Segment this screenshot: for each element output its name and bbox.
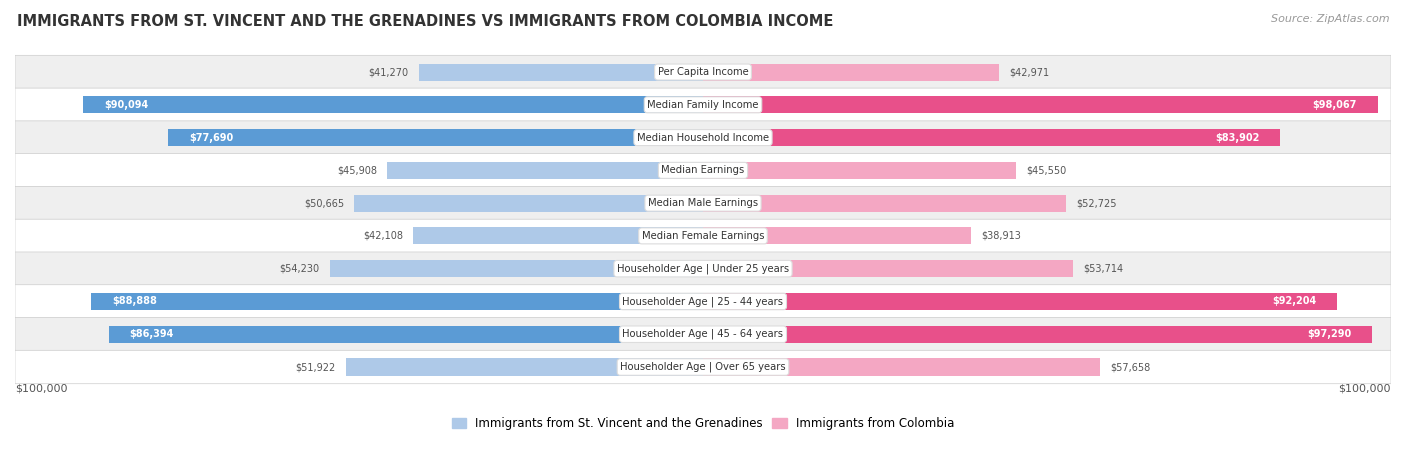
- Text: $42,108: $42,108: [363, 231, 404, 241]
- Text: Median Household Income: Median Household Income: [637, 133, 769, 142]
- Bar: [703, 162, 1017, 179]
- Bar: [703, 64, 998, 80]
- Text: $50,665: $50,665: [304, 198, 344, 208]
- Text: Householder Age | 45 - 64 years: Householder Age | 45 - 64 years: [623, 329, 783, 340]
- Text: $57,658: $57,658: [1109, 362, 1150, 372]
- Bar: [330, 260, 703, 277]
- Text: IMMIGRANTS FROM ST. VINCENT AND THE GRENADINES VS IMMIGRANTS FROM COLOMBIA INCOM: IMMIGRANTS FROM ST. VINCENT AND THE GREN…: [17, 14, 834, 29]
- Bar: [419, 64, 703, 80]
- Bar: [703, 325, 1372, 343]
- Bar: [108, 325, 703, 343]
- FancyBboxPatch shape: [15, 88, 1391, 121]
- Bar: [83, 96, 703, 113]
- Bar: [703, 195, 1066, 212]
- Text: Median Earnings: Median Earnings: [661, 165, 745, 175]
- Bar: [703, 129, 1281, 146]
- Text: Source: ZipAtlas.com: Source: ZipAtlas.com: [1271, 14, 1389, 24]
- Legend: Immigrants from St. Vincent and the Grenadines, Immigrants from Colombia: Immigrants from St. Vincent and the Gren…: [447, 412, 959, 435]
- Text: $42,971: $42,971: [1010, 67, 1049, 77]
- Text: $88,888: $88,888: [112, 297, 157, 306]
- Text: $98,067: $98,067: [1313, 100, 1357, 110]
- Text: Per Capita Income: Per Capita Income: [658, 67, 748, 77]
- Bar: [354, 195, 703, 212]
- Text: $100,000: $100,000: [15, 383, 67, 393]
- Bar: [703, 260, 1073, 277]
- Text: $45,550: $45,550: [1026, 165, 1067, 175]
- Text: Householder Age | 25 - 44 years: Householder Age | 25 - 44 years: [623, 296, 783, 307]
- Text: $90,094: $90,094: [104, 100, 148, 110]
- FancyBboxPatch shape: [15, 121, 1391, 154]
- Bar: [703, 293, 1337, 310]
- Bar: [703, 227, 970, 244]
- Text: $77,690: $77,690: [190, 133, 233, 142]
- Bar: [413, 227, 703, 244]
- Text: Median Female Earnings: Median Female Earnings: [641, 231, 765, 241]
- Text: $83,902: $83,902: [1215, 133, 1260, 142]
- Text: $86,394: $86,394: [129, 329, 173, 339]
- Text: $97,290: $97,290: [1308, 329, 1351, 339]
- Text: Median Family Income: Median Family Income: [647, 100, 759, 110]
- Bar: [91, 293, 703, 310]
- Bar: [169, 129, 703, 146]
- FancyBboxPatch shape: [15, 350, 1391, 384]
- Text: $52,725: $52,725: [1076, 198, 1116, 208]
- Text: $51,922: $51,922: [295, 362, 336, 372]
- Text: $54,230: $54,230: [280, 264, 319, 274]
- Text: Householder Age | Over 65 years: Householder Age | Over 65 years: [620, 362, 786, 372]
- FancyBboxPatch shape: [15, 55, 1391, 89]
- FancyBboxPatch shape: [15, 219, 1391, 253]
- Bar: [703, 359, 1099, 375]
- FancyBboxPatch shape: [15, 252, 1391, 285]
- Bar: [703, 96, 1378, 113]
- Text: $38,913: $38,913: [981, 231, 1021, 241]
- FancyBboxPatch shape: [15, 318, 1391, 351]
- Text: Householder Age | Under 25 years: Householder Age | Under 25 years: [617, 263, 789, 274]
- Text: $45,908: $45,908: [337, 165, 377, 175]
- FancyBboxPatch shape: [15, 154, 1391, 187]
- FancyBboxPatch shape: [15, 285, 1391, 318]
- Text: $41,270: $41,270: [368, 67, 409, 77]
- Bar: [346, 359, 703, 375]
- Text: $100,000: $100,000: [1339, 383, 1391, 393]
- FancyBboxPatch shape: [15, 186, 1391, 220]
- Text: $53,714: $53,714: [1083, 264, 1123, 274]
- Bar: [387, 162, 703, 179]
- Text: Median Male Earnings: Median Male Earnings: [648, 198, 758, 208]
- Text: $92,204: $92,204: [1272, 297, 1317, 306]
